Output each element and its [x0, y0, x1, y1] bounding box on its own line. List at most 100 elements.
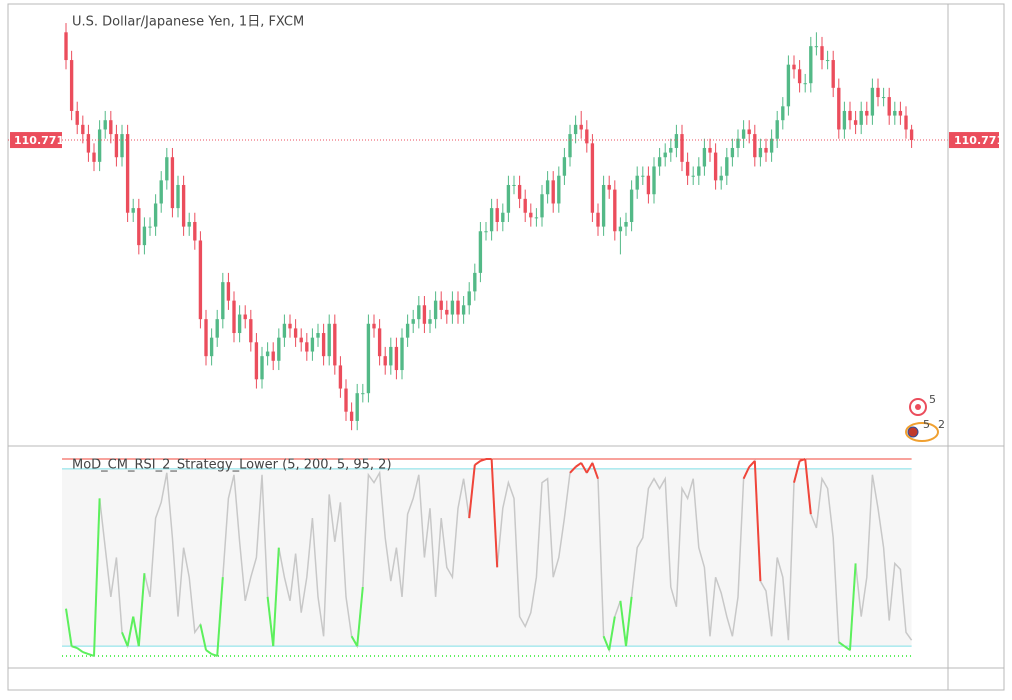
candle-body — [198, 240, 203, 320]
candle-body — [618, 226, 623, 232]
candle-body — [775, 120, 779, 139]
candle-body — [450, 300, 455, 315]
candle-body — [641, 175, 645, 177]
candle-body — [293, 328, 298, 338]
signal-segment — [591, 462, 599, 480]
signal-segment — [490, 458, 499, 568]
candle-body — [372, 323, 376, 329]
candle-body — [411, 319, 415, 324]
candle-body — [260, 356, 264, 380]
price-title: U.S. Dollar/Japanese Yen, 1日, FXCM — [72, 15, 304, 30]
candle-body — [120, 134, 124, 158]
candle-body — [159, 180, 163, 204]
signal-segment — [793, 460, 801, 483]
candle-body — [607, 184, 611, 190]
candle-body — [310, 337, 315, 352]
candle-body — [837, 87, 841, 130]
candle-body — [713, 152, 718, 181]
candle-body — [125, 134, 130, 213]
signal-segment — [580, 462, 588, 474]
candle-body — [876, 87, 880, 98]
candle-body — [181, 184, 186, 227]
candle-body — [881, 97, 886, 99]
grid-layer — [62, 458, 912, 657]
signal-segment — [266, 596, 275, 647]
neutral-band — [62, 468, 912, 647]
candle-body — [629, 189, 634, 222]
candle-body — [898, 110, 903, 116]
signal-segment — [838, 641, 845, 647]
candle-body — [467, 291, 471, 306]
candle-body — [646, 175, 651, 195]
last-price-label-right: 110.771 — [954, 134, 1004, 147]
candle-body — [142, 226, 147, 246]
candle-body — [529, 212, 533, 218]
candle-body — [316, 333, 320, 338]
candle-body — [344, 388, 348, 412]
signal-segment — [82, 651, 89, 655]
candle-body — [635, 175, 639, 190]
signal-segment — [585, 462, 594, 474]
candle-body — [153, 203, 158, 227]
candle-body — [803, 83, 807, 85]
candle-body — [506, 184, 511, 213]
candle-body — [865, 110, 869, 116]
candle-body — [92, 152, 96, 162]
candle-body — [708, 147, 712, 153]
signal-segment — [71, 645, 78, 650]
candle-body — [573, 124, 578, 135]
candle-body — [568, 134, 572, 158]
candle-body — [103, 120, 107, 130]
candle-body — [366, 323, 371, 394]
signal-segment — [602, 635, 611, 651]
signal-segment — [76, 647, 84, 653]
candle-body — [137, 208, 141, 246]
candle-body — [187, 221, 191, 227]
candle-body — [562, 157, 567, 176]
last-price-label-left: 110.771 — [14, 134, 64, 147]
candle-body — [797, 69, 802, 84]
candle-body — [428, 319, 432, 324]
signal-segment — [272, 547, 280, 647]
signal-segment — [350, 635, 359, 647]
candle-body — [361, 393, 365, 395]
candle-body — [288, 323, 292, 329]
signal-segment — [121, 631, 129, 647]
candle-body — [652, 166, 656, 195]
signal-segment — [480, 458, 487, 462]
candle-body — [176, 184, 180, 209]
signal-segment — [468, 464, 476, 519]
candle-body — [265, 351, 270, 357]
candle-body — [254, 342, 259, 380]
candle-body — [820, 46, 824, 61]
candle-body — [809, 46, 813, 84]
candle-body — [848, 110, 852, 121]
candle-body — [165, 157, 169, 181]
candle-body — [405, 323, 410, 338]
candle-body — [377, 328, 382, 357]
candle-body — [792, 64, 796, 70]
signal-segment — [205, 649, 213, 655]
candle-body — [534, 217, 539, 219]
signal-segment — [575, 462, 582, 468]
candle-body — [736, 138, 740, 148]
candle-body — [691, 175, 695, 177]
candle-body — [333, 323, 337, 366]
candle-body — [495, 208, 499, 222]
candle-body — [478, 231, 483, 273]
candle-body — [764, 147, 768, 153]
candle-body — [439, 300, 443, 310]
signal-segment — [65, 608, 73, 647]
signal-segment — [126, 616, 135, 647]
candle-body — [433, 300, 438, 320]
candle-body — [657, 157, 662, 167]
candle-body — [680, 134, 684, 162]
candle-body — [753, 134, 757, 158]
candle-body — [305, 342, 309, 352]
candle-body — [786, 64, 791, 107]
signal-segment — [137, 573, 146, 647]
candle-body — [445, 309, 449, 315]
candle-body — [512, 184, 516, 186]
candle-body — [747, 129, 751, 135]
